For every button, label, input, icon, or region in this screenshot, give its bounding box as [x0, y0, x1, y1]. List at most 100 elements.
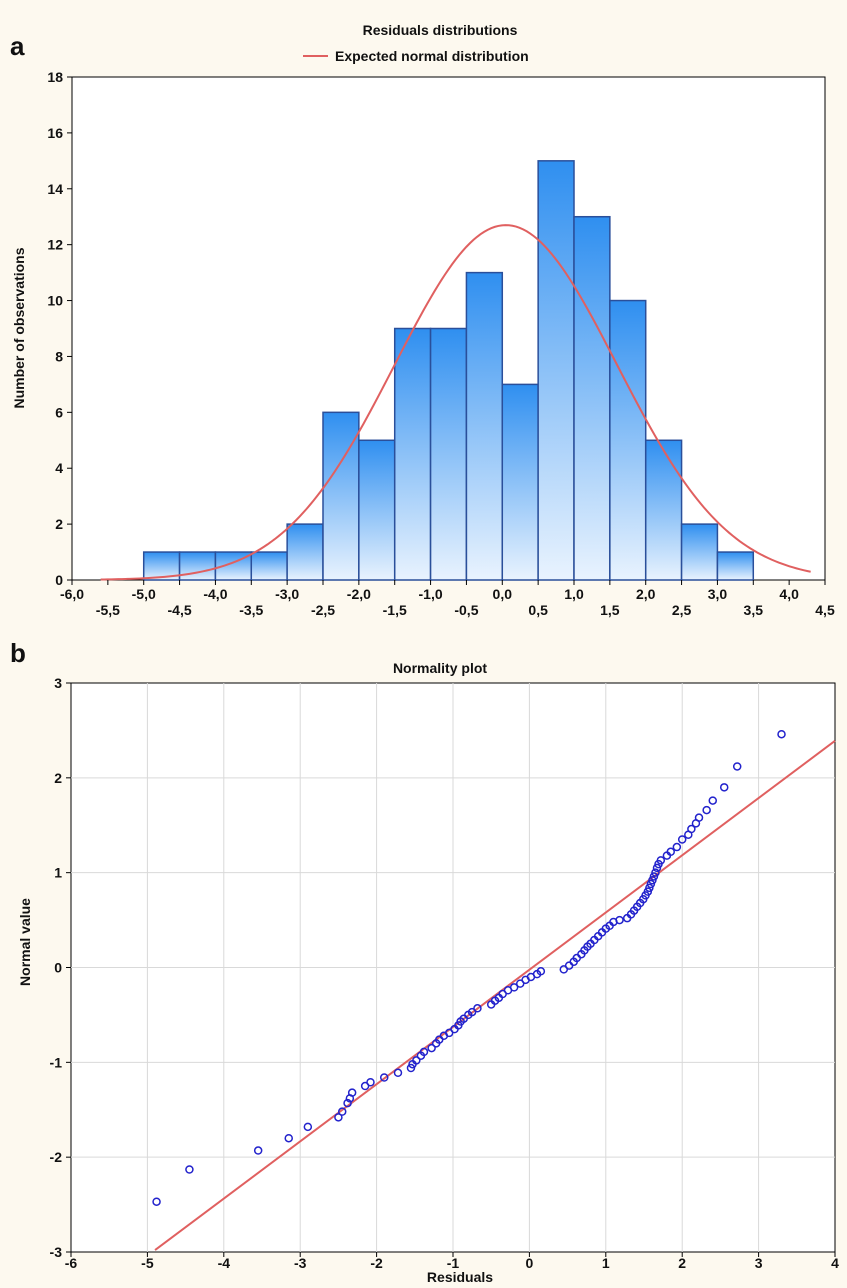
histogram-bar — [465, 271, 504, 581]
normality-points — [152, 729, 786, 1206]
x-tick-label: -4 — [218, 1255, 231, 1271]
x-tick-label: -5 — [141, 1255, 154, 1271]
x-tick-label: -6 — [65, 1255, 78, 1271]
normality-point — [656, 856, 666, 865]
normality-point — [536, 967, 546, 976]
panel-a-letter: a — [10, 31, 25, 61]
y-tick-label: -3 — [50, 1244, 63, 1260]
normality-y-axis-label: Normal value — [17, 898, 33, 986]
x-tick-label: -2 — [370, 1255, 383, 1271]
normality-point — [412, 1056, 421, 1065]
histogram-title: Residuals distributions — [363, 22, 518, 38]
normality-point — [677, 835, 687, 844]
y-tick-label: 3 — [54, 675, 62, 691]
y-tick-label: -1 — [50, 1054, 63, 1070]
y-tick-label: 6 — [55, 404, 63, 420]
y-tick-label: 1 — [54, 865, 62, 881]
histogram-bar — [358, 439, 396, 581]
normality-point — [646, 879, 656, 889]
normality-point — [645, 883, 654, 893]
normality-point — [708, 796, 718, 805]
histogram-bar — [178, 551, 217, 581]
x-tick-label-lower: 3,5 — [744, 602, 764, 618]
x-tick-label-lower: 1,5 — [600, 602, 620, 618]
normality-point — [719, 783, 729, 792]
normality-grid — [71, 683, 835, 1252]
normality-point — [687, 824, 696, 834]
normality-point — [643, 887, 653, 896]
normality-point — [648, 876, 657, 885]
histogram-bar — [680, 523, 719, 581]
histogram-y-ticks: 0 2 4 6 8 10 12 14 16 18 — [47, 69, 72, 588]
normality-point — [334, 1113, 343, 1122]
histogram-bar — [537, 160, 575, 581]
normality-point — [694, 813, 704, 822]
x-tick-label: 3 — [755, 1255, 763, 1271]
histogram-bar — [609, 299, 647, 581]
histogram-bar — [501, 383, 539, 581]
normality-point — [366, 1077, 375, 1087]
histogram-bar — [644, 439, 683, 581]
x-tick-label-upper: 2,0 — [636, 586, 656, 602]
x-tick-label-lower: -0,5 — [454, 602, 478, 618]
normality-point — [702, 805, 711, 815]
x-tick-label-upper: -6,0 — [60, 586, 84, 602]
histogram-bar — [429, 327, 468, 581]
y-tick-label: 14 — [47, 181, 63, 197]
y-tick-label: 2 — [55, 516, 63, 532]
normality-point — [253, 1146, 263, 1155]
normality-point — [284, 1133, 293, 1143]
x-tick-label-lower: 4,5 — [815, 602, 835, 618]
normality-point — [347, 1088, 357, 1097]
x-tick-label-upper: 3,0 — [708, 586, 728, 602]
histogram-bar — [250, 551, 288, 581]
normality-point — [473, 1004, 482, 1013]
normality-point — [509, 983, 519, 992]
x-tick-label: 0 — [526, 1255, 534, 1271]
normality-point — [666, 847, 675, 857]
normality-plot-title: Normality plot — [393, 660, 487, 676]
histogram-bar — [322, 411, 360, 581]
x-tick-label-lower: -2,5 — [311, 602, 335, 618]
y-tick-label: 10 — [47, 293, 63, 309]
normality-point — [343, 1098, 352, 1108]
normality-point — [652, 863, 662, 873]
y-tick-label: 8 — [55, 348, 63, 364]
normality-point — [732, 762, 742, 771]
x-tick-label: 1 — [602, 1255, 610, 1271]
expected-normal-curve — [100, 224, 811, 581]
x-tick-label-upper: -1,0 — [419, 586, 443, 602]
y-tick-label: 16 — [47, 125, 63, 141]
panel-b-letter: b — [10, 638, 26, 668]
normality-point — [615, 915, 624, 925]
x-tick-label: 2 — [678, 1255, 686, 1271]
normality-point — [303, 1122, 313, 1132]
normality-point — [672, 842, 682, 852]
x-tick-label: -1 — [447, 1255, 460, 1271]
x-tick-label-upper: 1,0 — [564, 586, 584, 602]
x-tick-label-lower: 0,5 — [528, 602, 548, 618]
y-tick-label: 0 — [54, 960, 62, 976]
histogram-bars — [142, 160, 755, 581]
normality-point — [185, 1165, 194, 1174]
x-tick-label-upper: -2,0 — [347, 586, 371, 602]
histogram-bar — [393, 327, 432, 581]
normality-y-ticks: -3 -2 -1 0 1 2 3 — [50, 675, 71, 1260]
x-tick-label: 4 — [831, 1255, 839, 1271]
histogram-bar — [716, 551, 755, 581]
histogram-x-ticks: -6,0 -5,0 -4,0 -3,0 -2,0 -1,0 0,0 1,0 2,0 3,0 4,0 -… — [60, 580, 835, 618]
normality-reference-line — [154, 740, 836, 1251]
x-tick-label-lower: -5,5 — [96, 602, 120, 618]
normality-point — [651, 868, 660, 877]
normality-point — [419, 1047, 429, 1057]
x-tick-label-upper: -5,0 — [132, 586, 156, 602]
normality-point — [337, 1107, 347, 1116]
normality-point — [427, 1043, 436, 1053]
histogram-bar — [286, 523, 324, 581]
y-tick-label: -2 — [50, 1149, 63, 1165]
normality-point — [152, 1197, 161, 1206]
panel-a-histogram: a Residuals distributions Expected norma… — [10, 22, 835, 618]
x-tick-label-lower: 2,5 — [672, 602, 692, 618]
x-tick-label-lower: -3,5 — [239, 602, 263, 618]
